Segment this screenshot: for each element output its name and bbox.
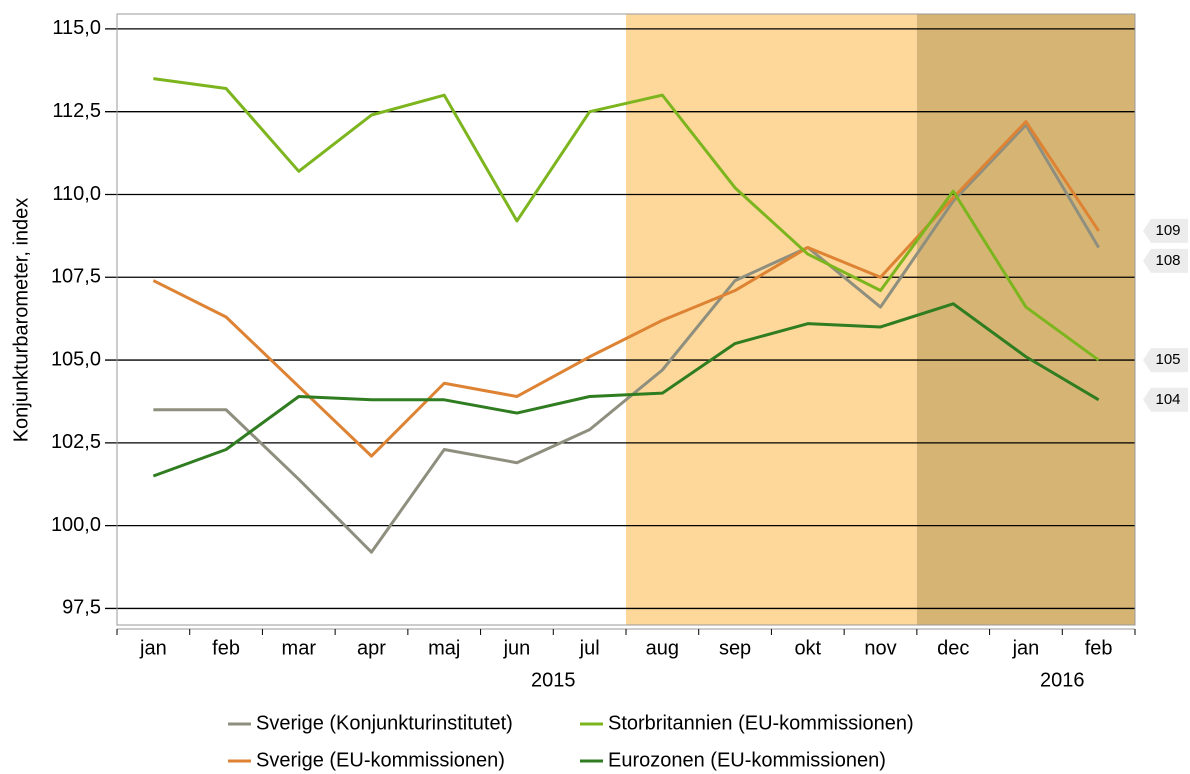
end-label: 105 <box>1155 351 1180 368</box>
end-label: 108 <box>1155 252 1180 269</box>
y-tick-label: 112,5 <box>52 100 101 122</box>
legend-label: Eurozonen (EU-kommissionen) <box>608 749 886 771</box>
series-line <box>152 302 1100 478</box>
x-tick-label: feb <box>1085 637 1113 659</box>
x-tick-label: feb <box>212 637 240 659</box>
y-tick-label: 107,5 <box>51 266 101 288</box>
end-label: 104 <box>1155 391 1180 408</box>
shaded-region <box>626 14 917 625</box>
year-label: 2015 <box>531 669 576 691</box>
series-line <box>153 77 1100 362</box>
x-tick-label: sep <box>719 637 751 659</box>
legend-label: Sverige (EU-kommissionen) <box>256 749 505 771</box>
y-tick-label: 97,5 <box>62 597 101 619</box>
end-label-box <box>1143 387 1188 412</box>
y-tick-label: 115,0 <box>52 17 101 39</box>
y-tick-label: 110,0 <box>52 183 101 205</box>
x-tick-label: apr <box>357 637 386 659</box>
x-tick-label: jan <box>1012 637 1040 659</box>
legend-label: Sverige (Konjunkturinstitutet) <box>256 712 513 734</box>
x-tick-label: okt <box>794 637 821 659</box>
plot-border <box>116 13 1136 626</box>
end-label: 109 <box>1155 222 1180 239</box>
year-label: 2016 <box>1040 669 1085 691</box>
x-tick-label: jul <box>579 637 600 659</box>
end-label-box <box>1143 348 1188 373</box>
y-tick-label: 105,0 <box>51 348 101 370</box>
end-label-box <box>1143 248 1188 273</box>
x-tick-label: aug <box>646 637 679 659</box>
shaded-region <box>916 14 1135 625</box>
x-tick-label: jan <box>139 637 167 659</box>
y-tick-label: 102,5 <box>51 431 101 453</box>
legend-label: Storbritannien (EU-kommissionen) <box>608 712 914 734</box>
y-tick-label: 100,0 <box>51 514 101 536</box>
x-tick-label: nov <box>864 637 896 659</box>
x-tick-label: jun <box>503 637 531 659</box>
x-tick-label: dec <box>937 637 969 659</box>
x-tick-label: mar <box>282 637 317 659</box>
x-tick-label: maj <box>428 637 460 659</box>
end-label-box <box>1143 218 1188 243</box>
y-axis-label: Konjunkturbarometer, index <box>10 198 32 443</box>
series-line <box>153 123 1100 554</box>
